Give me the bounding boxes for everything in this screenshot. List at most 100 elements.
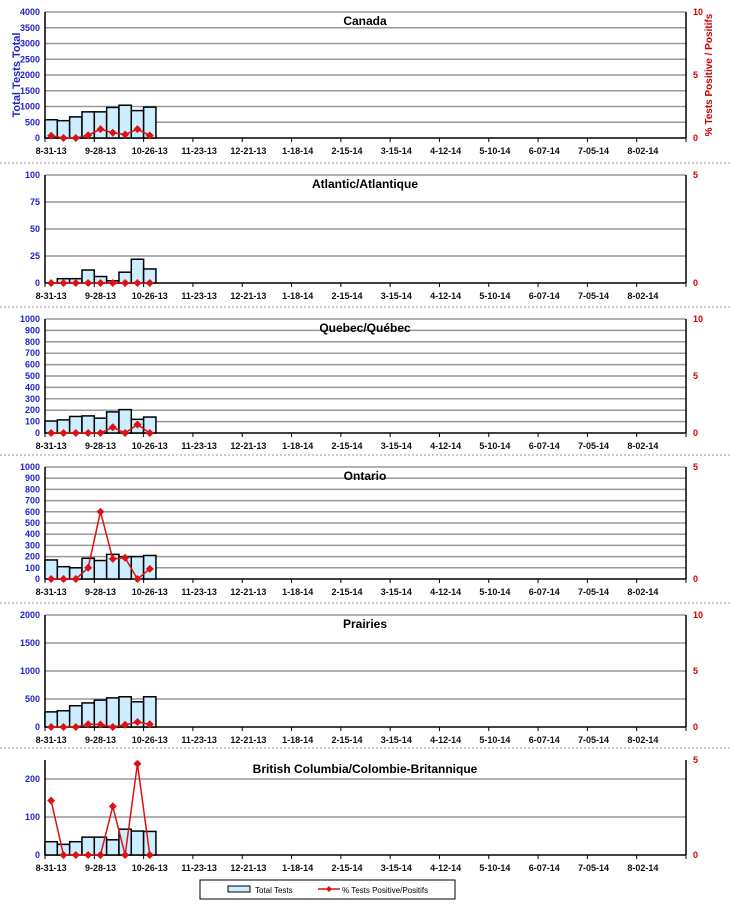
x-tick-label: 12-21-13	[230, 587, 266, 597]
y-tick-label: 0	[35, 850, 40, 860]
line-marker	[133, 420, 142, 429]
line-marker	[84, 563, 93, 572]
y-tick-label: 3500	[20, 23, 40, 33]
x-tick-label: 12-21-13	[230, 291, 266, 301]
x-tick-label: 1-18-14	[282, 587, 313, 597]
x-tick-label: 9-28-13	[85, 735, 116, 745]
line-marker	[84, 851, 93, 859]
y-tick-label: 1000	[20, 666, 40, 676]
x-tick-label: 4-12-14	[430, 441, 461, 451]
line-marker	[84, 429, 93, 437]
x-tick-label: 1-18-14	[282, 291, 313, 301]
x-tick-label: 12-21-13	[230, 441, 266, 451]
y-tick-label: 500	[25, 371, 40, 381]
y-tick-label: 500	[25, 518, 40, 528]
y2-tick-label: 10	[693, 314, 703, 324]
x-tick-label: 12-21-13	[230, 863, 266, 873]
y-tick-label: 100	[25, 812, 40, 822]
line-marker	[108, 802, 117, 811]
legend-marker	[326, 886, 332, 892]
x-tick-label: 5-10-14	[479, 863, 510, 873]
x-tick-label: 6-07-14	[529, 735, 560, 745]
y-tick-label: 100	[25, 563, 40, 573]
x-tick-label: 9-28-13	[85, 587, 116, 597]
x-tick-label: 11-23-13	[181, 863, 217, 873]
line-marker	[108, 723, 117, 731]
x-tick-label: 8-02-14	[627, 146, 658, 156]
y2-tick-label: 0	[693, 278, 698, 288]
line-marker	[108, 554, 117, 563]
legend-line-label: % Tests Positive/Positifs	[342, 886, 428, 895]
x-tick-label: 5-10-14	[479, 146, 510, 156]
x-tick-label: 7-05-14	[578, 587, 609, 597]
x-tick-label: 6-07-14	[529, 146, 560, 156]
line-marker	[133, 279, 142, 287]
line-marker	[108, 279, 117, 287]
line-marker	[133, 575, 142, 583]
line-marker	[47, 429, 56, 437]
bar	[130, 830, 145, 856]
x-tick-label: 5-10-14	[479, 441, 510, 451]
x-tick-label: 12-21-13	[230, 735, 266, 745]
x-tick-label: 4-12-14	[430, 735, 461, 745]
panel-2: 0100200300400500600700800900100005108-31…	[0, 306, 730, 451]
x-tick-label: 8-31-13	[36, 863, 67, 873]
line-marker	[84, 279, 93, 287]
y-tick-label: 600	[25, 507, 40, 517]
line-marker	[145, 131, 154, 140]
x-tick-label: 11-23-13	[181, 735, 217, 745]
y-tick-label: 2000	[20, 610, 40, 620]
line-marker	[71, 575, 80, 583]
line-marker	[108, 128, 117, 137]
y-tick-label: 50	[30, 224, 40, 234]
x-tick-label: 10-26-13	[132, 291, 168, 301]
x-tick-label: 10-26-13	[132, 863, 168, 873]
x-tick-label: 12-21-13	[230, 146, 266, 156]
panel-4: 0 500 1000 1500 2000 0 5 10 8-31-13 9-28-13 10-26-…	[0, 602, 730, 745]
x-tick-label: 5-10-14	[479, 735, 510, 745]
line-marker	[145, 720, 154, 729]
x-tick-label: 10-26-13	[132, 587, 168, 597]
line-marker	[59, 279, 68, 287]
x-tick-label: 1-18-14	[282, 735, 313, 745]
line-marker	[47, 575, 56, 583]
legend-bars-label: Total Tests	[255, 886, 293, 895]
line-marker	[47, 131, 56, 140]
x-tick-label: 10-26-13	[132, 146, 168, 156]
panel-title: British Columbia/Colombie-Britannique	[253, 762, 478, 776]
x-tick-label: 8-31-13	[36, 441, 67, 451]
y2-axis-title: % Tests Positive / Positifs	[704, 13, 715, 136]
line-marker	[71, 279, 80, 287]
x-tick-label: 3-15-14	[381, 587, 412, 597]
x-tick-label: 7-05-14	[578, 863, 609, 873]
line-marker	[59, 723, 68, 731]
panel-5: 0 100 200 0 5 8-31-13 9-28-13 10-26-13 11-23-13 1…	[0, 747, 730, 873]
x-tick-label: 9-28-13	[85, 146, 116, 156]
y-tick-label: 300	[25, 394, 40, 404]
x-tick-label: 4-12-14	[430, 146, 461, 156]
y-tick-label: 100	[25, 170, 40, 180]
x-tick-label: 6-07-14	[529, 863, 560, 873]
line-marker	[133, 717, 142, 726]
y2-tick-label: 5	[693, 371, 698, 381]
line-marker	[121, 720, 130, 729]
x-tick-label: 8-31-13	[36, 291, 67, 301]
x-tick-label: 2-15-14	[331, 291, 362, 301]
bar	[130, 109, 145, 139]
x-tick-label: 1-18-14	[282, 146, 313, 156]
y-tick-label: 800	[25, 484, 40, 494]
y-tick-label: 100	[25, 417, 40, 427]
y-tick-label: 4000	[20, 7, 40, 17]
x-tick-label: 10-26-13	[132, 441, 168, 451]
bar	[105, 697, 120, 728]
x-tick-label: 2-15-14	[331, 146, 362, 156]
x-tick-label: 8-02-14	[627, 291, 658, 301]
x-tick-label: 7-05-14	[578, 735, 609, 745]
line-marker	[71, 723, 80, 731]
y2-tick-label: 0	[693, 722, 698, 732]
y-tick-label: 300	[25, 540, 40, 550]
y2-tick-label: 0	[693, 428, 698, 438]
x-tick-label: 6-07-14	[529, 441, 560, 451]
y-tick-label: 1000	[20, 462, 40, 472]
y-tick-label: 75	[30, 197, 40, 207]
